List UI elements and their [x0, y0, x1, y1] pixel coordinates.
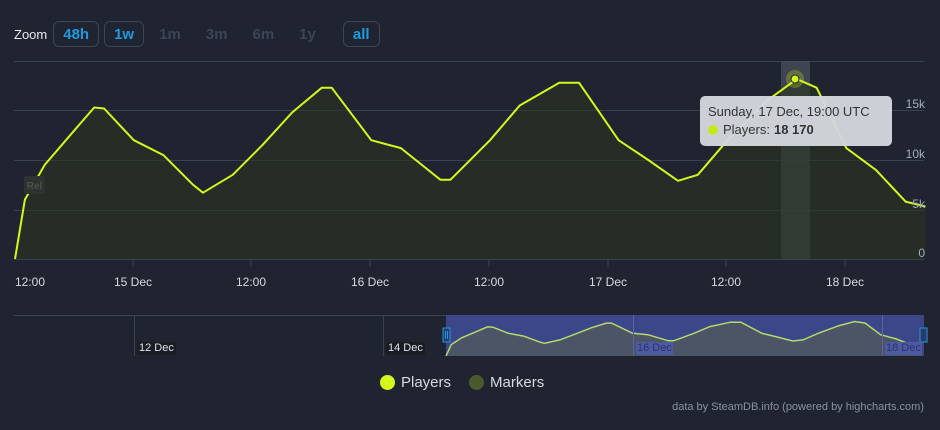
zoom-label: Zoom	[14, 26, 48, 42]
navigator-label: 14 Dec	[386, 342, 425, 355]
y-tick-label: 15k	[906, 97, 926, 111]
zoom-1w-button[interactable]: 1w	[104, 21, 145, 47]
navigator-left-handle[interactable]	[442, 327, 451, 343]
x-tick-label: 12:00	[15, 275, 45, 289]
release-marker-text: Rel	[27, 181, 43, 192]
y-tick-label: 10k	[906, 147, 926, 161]
tooltip-row: Players: 18 170	[708, 122, 884, 138]
legend-label: Markers	[490, 374, 545, 391]
legend-item-players[interactable]: Players	[380, 374, 451, 391]
markers-legend-dot-icon	[469, 375, 485, 390]
series-dot-icon	[708, 125, 718, 135]
release-marker-badge[interactable]	[24, 176, 45, 194]
x-axis-ticks	[132, 259, 846, 267]
players-area-fill	[15, 79, 926, 259]
x-tick-label: 12:00	[711, 275, 741, 289]
legend-item-markers[interactable]: Markers	[469, 374, 544, 391]
navigator-right-handle[interactable]	[919, 327, 928, 343]
x-tick-label: 18 Dec	[826, 275, 864, 289]
tooltip-value: 18 170	[773, 122, 814, 137]
navigator[interactable]	[14, 315, 928, 357]
zoom-3m-button[interactable]: 3m	[205, 26, 228, 43]
navigator-series-area	[446, 321, 922, 356]
y-tick-label: 0	[918, 246, 925, 260]
tooltip-title: Sunday, 17 Dec, 19:00 UTC	[708, 104, 870, 119]
players-line[interactable]	[14, 78, 926, 260]
navigator-label: 18 Dec	[885, 342, 922, 355]
x-axis-labels: 12:00 15 Dec 12:00 16 Dec 12:00 17 Dec 1…	[15, 275, 864, 289]
zoom-all-button[interactable]: all	[342, 21, 380, 47]
y-axis-labels: 0 5k 10k 15k	[906, 97, 926, 260]
zoom-6m-button[interactable]: 6m	[252, 26, 275, 43]
zoom-48h-button[interactable]: 48h	[53, 21, 100, 47]
x-tick-label: 12:00	[474, 275, 504, 289]
zoom-range-selector: Zoom 48h 1w 1m 3m 6m 1y all	[14, 20, 385, 48]
data-tooltip: Sunday, 17 Dec, 19:00 UTC Players: 18 17…	[700, 96, 892, 146]
navigator-label: 16 Dec	[636, 342, 673, 355]
tooltip-series-name: Players:	[723, 122, 770, 137]
x-tick-label: 16 Dec	[351, 275, 389, 289]
legend-label: Players	[401, 374, 452, 391]
navigator-label: 12 Dec	[137, 342, 176, 355]
x-tick-label: 17 Dec	[589, 275, 627, 289]
x-tick-label: 15 Dec	[114, 275, 152, 289]
zoom-1y-button[interactable]: 1y	[299, 26, 316, 43]
hover-point[interactable]	[790, 74, 800, 84]
y-tick-label: 5k	[912, 197, 926, 211]
navigator-series-line	[445, 320, 923, 357]
zoom-1m-button[interactable]: 1m	[159, 26, 181, 43]
credits-link[interactable]: data by SteamDB.info (powered by highcha…	[672, 401, 924, 413]
x-tick-label: 12:00	[236, 275, 266, 289]
chart-legend: Players Markers	[380, 374, 562, 391]
players-legend-dot-icon	[380, 375, 395, 390]
